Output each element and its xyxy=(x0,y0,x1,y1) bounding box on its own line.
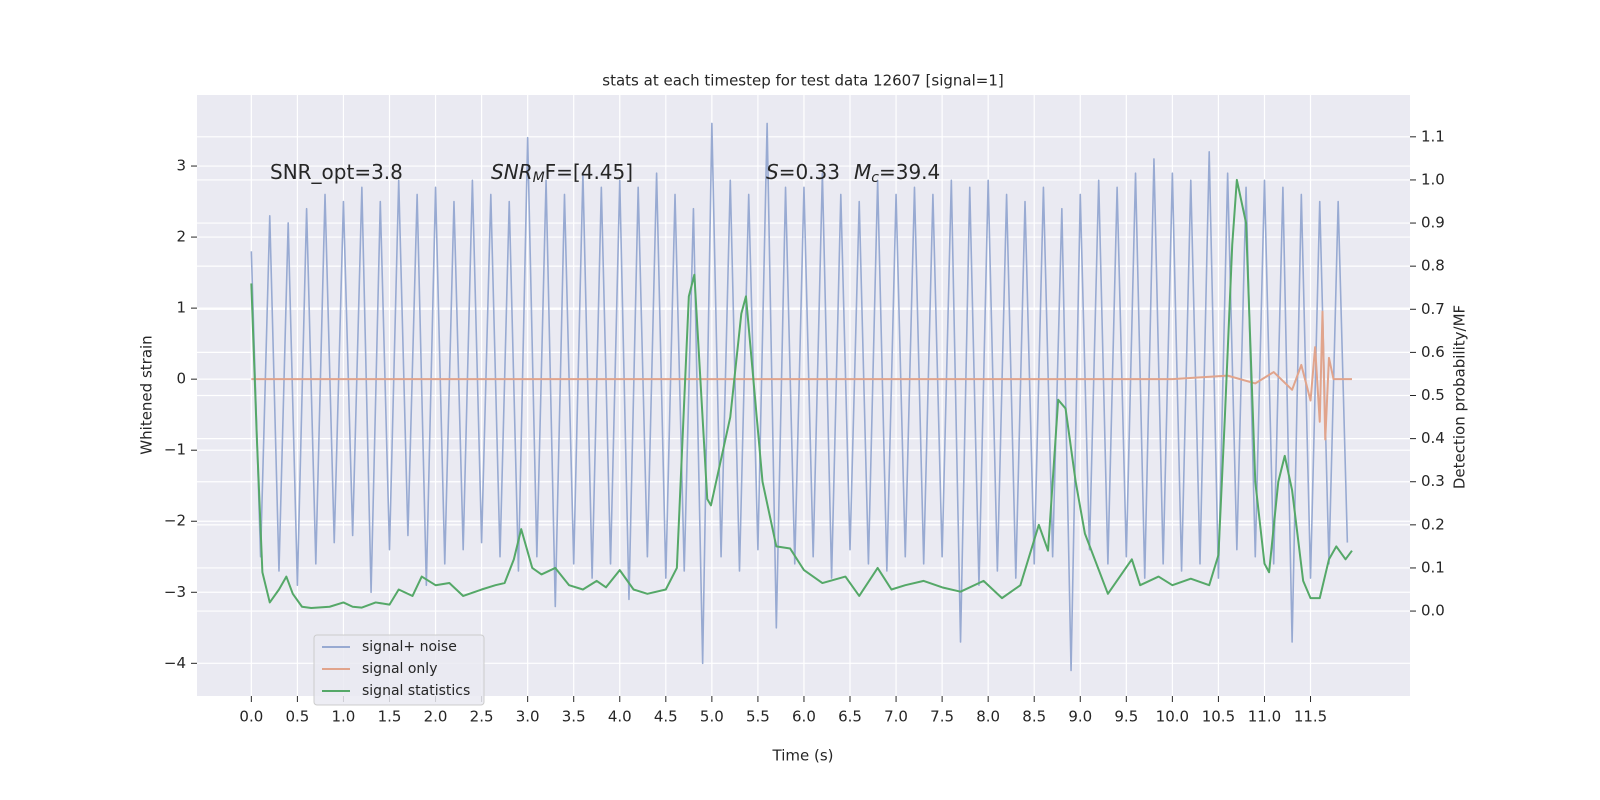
x-tick-label: 11.0 xyxy=(1248,708,1281,726)
x-tick-label: 1.0 xyxy=(332,708,356,726)
x-tick-label: 4.0 xyxy=(608,708,632,726)
x-tick-label: 10.5 xyxy=(1202,708,1235,726)
x-tick-label: 11.5 xyxy=(1294,708,1327,726)
annotation-text: =0.33 xyxy=(779,160,840,184)
y2-tick-label: 1.1 xyxy=(1421,127,1445,145)
x-tick-label: 9.5 xyxy=(1114,708,1138,726)
annotation: S=0.33 Mc=39.4 xyxy=(766,160,940,187)
y2-tick-label: 0.8 xyxy=(1421,257,1445,275)
series-line xyxy=(250,122,1349,672)
x-tick-label: 2.0 xyxy=(424,708,448,726)
y-tick-label: −1 xyxy=(164,441,186,459)
y2-tick-label: 1.0 xyxy=(1421,170,1445,188)
legend-label: signal statistics xyxy=(362,683,470,699)
y-axis-label: Whitened strain xyxy=(138,335,156,454)
y-tick-label: 0 xyxy=(176,370,186,388)
y-tick-label: −3 xyxy=(164,583,186,601)
annotation-text: =39.4 xyxy=(879,160,940,184)
y2-tick-label: 0.3 xyxy=(1421,472,1445,490)
legend-label: signal only xyxy=(362,661,437,677)
x-tick-label: 1.5 xyxy=(378,708,402,726)
annotation: SNR_opt=3.8 xyxy=(270,160,403,184)
y2-tick-label: 0.4 xyxy=(1421,429,1445,447)
x-tick-label: 4.5 xyxy=(654,708,678,726)
y2-tick-label: 0.2 xyxy=(1421,515,1445,533)
series-line xyxy=(250,178,1353,610)
x-tick-label: 5.0 xyxy=(700,708,724,726)
x-tick-label: 0.0 xyxy=(239,708,263,726)
legend-label: signal+ noise xyxy=(362,639,457,655)
x-tick-label: 10.0 xyxy=(1156,708,1189,726)
x-tick-label: 7.0 xyxy=(884,708,908,726)
annotation-text: F=[4.45] xyxy=(545,160,633,184)
x-tick-label: 8.0 xyxy=(976,708,1000,726)
y2-tick-label: 0.9 xyxy=(1421,214,1445,232)
x-tick-label: 5.5 xyxy=(746,708,770,726)
legend-box xyxy=(313,634,485,706)
y-tick-label: 2 xyxy=(176,228,186,246)
chart-title: stats at each timestep for test data 126… xyxy=(602,72,1003,90)
x-tick-label: 6.5 xyxy=(838,708,862,726)
x-tick-label: 3.5 xyxy=(562,708,586,726)
x-tick-label: 0.5 xyxy=(285,708,309,726)
y2-tick-label: 0.1 xyxy=(1421,558,1445,576)
annotation-text: S xyxy=(766,160,779,184)
annotation-text: SNR xyxy=(491,160,533,184)
annotation: SNRMF=[4.45] xyxy=(491,160,633,187)
y-tick-label: 1 xyxy=(176,299,186,317)
y-tick-label: −4 xyxy=(164,654,186,672)
annotation-text: M xyxy=(854,160,871,184)
y2-tick-label: 0.7 xyxy=(1421,300,1445,318)
x-tick-label: 9.0 xyxy=(1068,708,1092,726)
y2-tick-label: 0.5 xyxy=(1421,386,1445,404)
x-tick-label: 7.5 xyxy=(930,708,954,726)
y2-tick-label: 0.6 xyxy=(1421,343,1445,361)
x-tick-label: 6.0 xyxy=(792,708,816,726)
annotation-subscript: M xyxy=(533,170,545,186)
legend: signal+ noise signal only signal statistic… xyxy=(313,634,485,706)
x-tick-label: 8.5 xyxy=(1022,708,1046,726)
x-axis-label: Time (s) xyxy=(772,747,834,765)
y2-tick-label: 0.0 xyxy=(1421,602,1445,620)
series-layer xyxy=(250,122,1353,672)
x-tick-label: 3.0 xyxy=(516,708,540,726)
y-tick-label: −2 xyxy=(164,512,186,530)
annotation-text: SNR_opt=3.8 xyxy=(270,160,403,184)
y-tick-label: 3 xyxy=(176,157,186,175)
annotation-subscript: c xyxy=(871,170,879,186)
y2-axis-label: Detection probability/MF xyxy=(1451,305,1469,489)
x-tick-label: 2.5 xyxy=(470,708,494,726)
ticks: 0.0 0.5 1.0 1.5 2.0 2.5 3.0 3.5 4.0 4.5 5.0 5.5 6.0 6… xyxy=(164,127,1445,725)
series-line xyxy=(251,310,1352,441)
